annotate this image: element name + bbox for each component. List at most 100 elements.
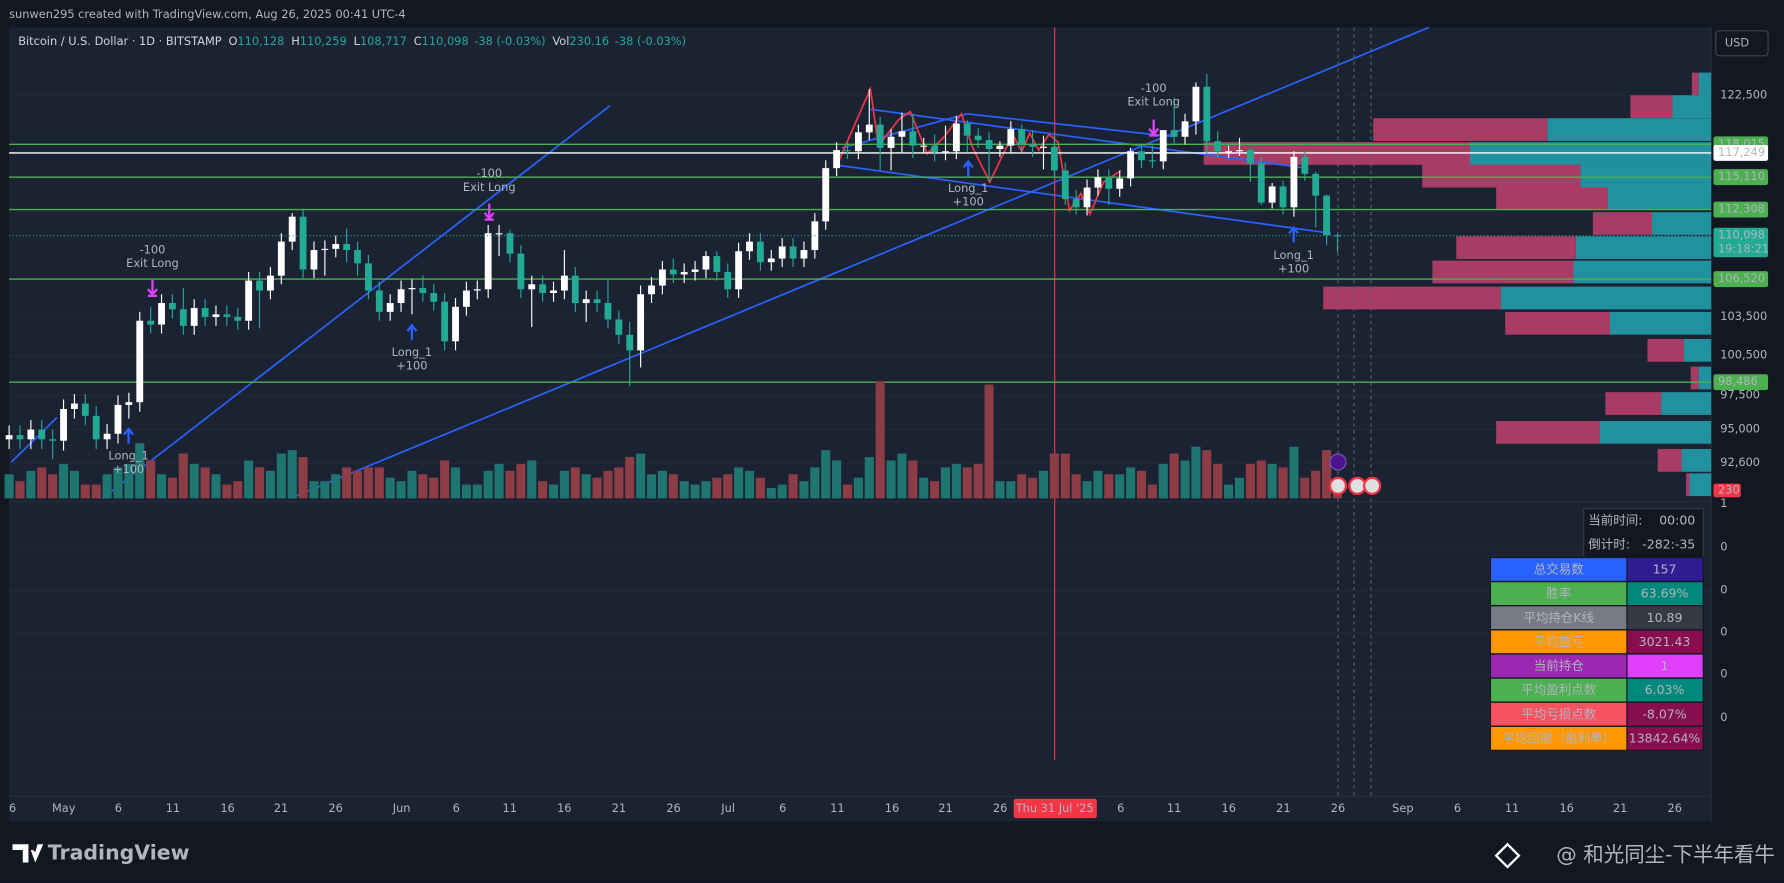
profile-down [1691,72,1699,96]
candle-body [408,288,416,290]
watermark: @ 和光同尘-下半年看牛 [1556,843,1775,867]
brand: TradingView [48,840,190,864]
legend: Bitcoin / U.S. Dollar · 1D · BITSTAMP O11… [18,34,686,48]
candle-body [386,303,394,312]
candle-body [1203,86,1211,142]
volume-bar [135,443,145,499]
volume-bar [930,481,940,499]
volume-bar [363,467,373,499]
candle-body [310,250,318,270]
candle-body [419,288,427,293]
price-label-bg [1713,169,1769,186]
candle-body [746,241,753,252]
signal-arrow [962,159,974,177]
candle-body [245,280,253,321]
currency-button[interactable] [1715,30,1769,57]
volume-bar [200,467,210,499]
signal-arrow [1288,225,1300,243]
candle-body [354,250,361,264]
profile-up [1575,236,1712,260]
volume-bar [178,453,188,499]
profile-down [1456,236,1576,260]
candle-body [212,314,220,317]
event-icon[interactable] [1329,453,1347,471]
profile-up [1599,420,1712,444]
candle-body [267,275,274,291]
volume-bar [864,457,874,499]
candle-body [169,303,176,310]
candle-body [865,124,873,133]
candle-body [560,275,568,291]
candle-body [854,132,862,152]
candle-body [114,404,122,434]
price-label: 117,249 [1718,145,1765,159]
candle-body [833,150,841,169]
indicator-tick-label: 0 [1720,583,1727,597]
candle-body [190,308,198,326]
x-tick-label: 11 [166,801,180,815]
annotation: Long_1 [108,448,148,462]
volume-bar [755,477,765,499]
candle-body [1279,186,1287,208]
signal-arrow [123,427,135,444]
volume-bar [69,470,79,499]
candle-body [234,316,242,321]
trend-line [101,105,611,500]
legend-item: -38 (-0.03%) [474,34,545,48]
volume-bar [832,460,842,499]
volume-bar [331,474,341,499]
volume-bar [320,481,330,499]
profile-up [1500,286,1712,310]
last-price-label: 110,098 [1718,228,1765,242]
stats-label: 总交易数 [1534,562,1585,577]
candle-body [125,402,133,405]
event-icon[interactable] [1328,476,1348,495]
candle-body [528,284,536,290]
volume-bar [80,484,90,499]
volume-bar [516,463,526,499]
profile-up [1547,118,1712,141]
candle-body [223,314,231,317]
profile-up [1607,187,1712,210]
volume-bar [342,467,352,499]
volume-bar [494,463,504,499]
info-countdown: -282:-35 [1642,537,1695,552]
y-tick-label: 103,500 [1720,309,1767,323]
event-icon[interactable] [1348,476,1367,495]
legend-item: 110,259 [300,34,347,48]
x-tick-label: 6 [115,801,122,815]
candle-body [473,289,481,291]
volume-bar [1082,481,1092,499]
currency[interactable]: USD [1725,35,1750,49]
volume-bar [853,477,863,499]
info-countdown-label: 倒计时: [1588,537,1630,552]
stats-value: 3021.43 [1639,634,1691,649]
volume-bar [1234,477,1245,499]
volume-bar [1093,470,1103,499]
volume-bar [58,463,69,499]
volume-label-bg [1713,483,1741,498]
candle-body [539,284,547,293]
volume-bar [548,484,559,499]
volume-bar [744,470,755,499]
candle-body [942,151,949,153]
x-highlight-bg [1013,798,1097,819]
x-tick-label: 21 [274,801,288,815]
x-highlight: Thu 31 Jul '25 [1015,801,1094,815]
x-tick-label: 26 [1331,801,1345,815]
volume-bar [810,467,820,499]
stats-value: 13842.64% [1629,730,1701,745]
candle-body [1214,141,1222,152]
legend-item: L [354,34,361,48]
candle-body [81,403,89,416]
volume-bar [407,470,417,499]
event-icon[interactable] [1363,476,1382,495]
annotation: +100 [113,462,144,476]
x-tick-label: 26 [993,801,1007,815]
stats-value: 157 [1653,562,1677,577]
volume-bar [1256,460,1266,499]
candle-body [179,309,187,326]
candle-body [462,290,470,307]
candle-body [931,145,939,153]
trend-line [289,26,1430,500]
